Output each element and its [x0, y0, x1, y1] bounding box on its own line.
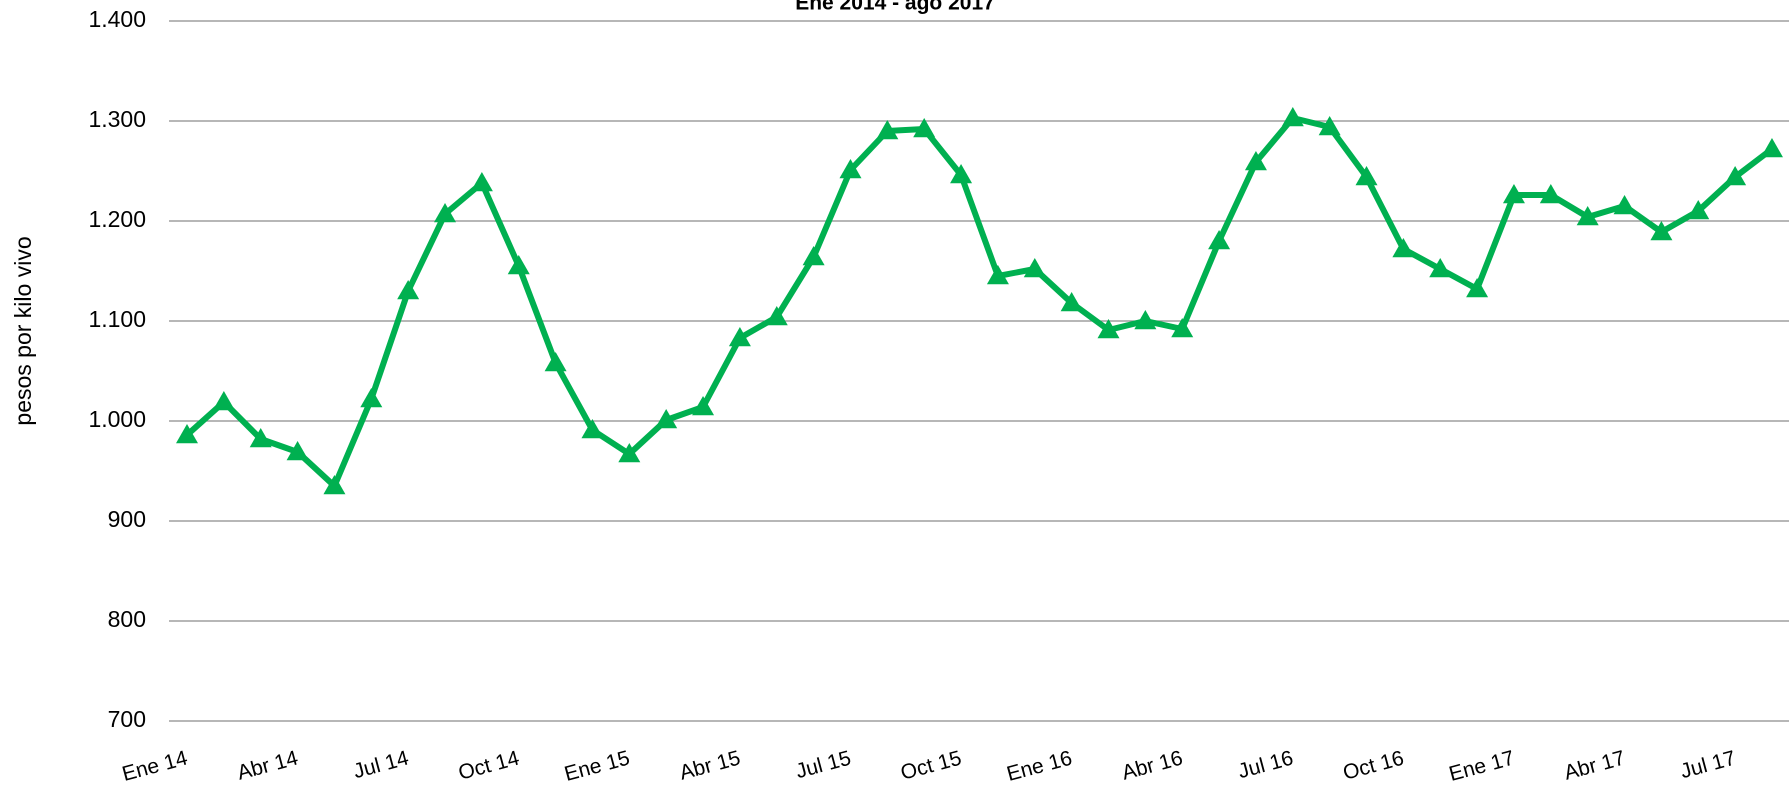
marker	[470, 172, 493, 192]
marker	[397, 280, 420, 300]
marker	[1208, 230, 1231, 250]
marker	[507, 255, 530, 275]
y-tick-label: 1.100	[88, 306, 146, 332]
marker	[802, 246, 825, 266]
y-tick-label: 1.300	[88, 106, 146, 132]
chart-title: Ene 2014 - ago 2017	[795, 0, 995, 15]
marker	[618, 443, 641, 463]
x-tick-label: Abr 16	[1119, 747, 1185, 785]
marker	[1760, 138, 1783, 158]
marker	[1650, 221, 1673, 241]
marker	[1613, 195, 1636, 215]
x-tick-label: Jul 15	[793, 747, 853, 784]
y-tick-label: 700	[108, 706, 146, 732]
x-tick-label: Abr 15	[677, 747, 743, 785]
marker	[986, 265, 1009, 285]
y-axis-label: pesos por kilo vivo	[10, 236, 36, 425]
marker	[581, 419, 604, 439]
x-tick-label: Oct 14	[456, 746, 522, 784]
marker	[544, 352, 567, 372]
x-tick-label: Ene 16	[1004, 747, 1074, 785]
marker	[1318, 116, 1341, 136]
marker	[839, 159, 862, 179]
marker	[876, 120, 899, 140]
x-tick-label: Jul 17	[1678, 747, 1738, 784]
y-tick-label: 1.000	[88, 406, 146, 432]
series-line	[184, 115, 1774, 489]
x-tick-label: Ene 15	[562, 747, 632, 785]
marker	[286, 441, 309, 461]
marker	[176, 424, 198, 444]
x-tick-label: Abr 17	[1562, 747, 1628, 785]
marker	[1244, 151, 1267, 171]
y-tick-label: 1.400	[88, 6, 146, 32]
marker	[1134, 310, 1157, 330]
y-tick-label: 900	[108, 506, 146, 532]
marker	[1060, 292, 1083, 312]
marker	[1687, 200, 1710, 220]
marker	[249, 428, 272, 448]
y-tick-label: 800	[108, 606, 146, 632]
marker	[1355, 166, 1378, 186]
marker	[1466, 278, 1489, 298]
x-tick-label: Jul 16	[1236, 747, 1296, 784]
marker	[1171, 318, 1194, 338]
marker	[692, 396, 715, 416]
x-tick-label: Oct 16	[1341, 747, 1407, 785]
marker	[1724, 166, 1747, 186]
marker	[1502, 184, 1525, 204]
marker	[1097, 319, 1120, 339]
y-tick-label: 1.200	[88, 206, 146, 232]
x-tick-label: Abr 14	[235, 746, 301, 784]
marker	[434, 203, 457, 223]
marker	[765, 306, 788, 326]
marker	[728, 327, 751, 347]
marker	[655, 409, 678, 429]
marker	[212, 391, 235, 411]
x-tick-label: Ene 14	[120, 746, 191, 785]
marker	[1023, 258, 1046, 278]
marker	[1281, 107, 1304, 127]
marker	[323, 475, 346, 495]
x-tick-label: Ene 17	[1447, 747, 1517, 785]
marker	[950, 164, 973, 184]
marker	[1429, 258, 1452, 278]
marker	[1392, 238, 1415, 258]
marker	[913, 118, 936, 138]
marker	[1576, 206, 1599, 226]
x-tick-label: Oct 15	[898, 747, 964, 785]
marker	[360, 388, 383, 408]
marker	[1539, 184, 1562, 204]
x-tick-label: Jul 14	[351, 746, 411, 783]
